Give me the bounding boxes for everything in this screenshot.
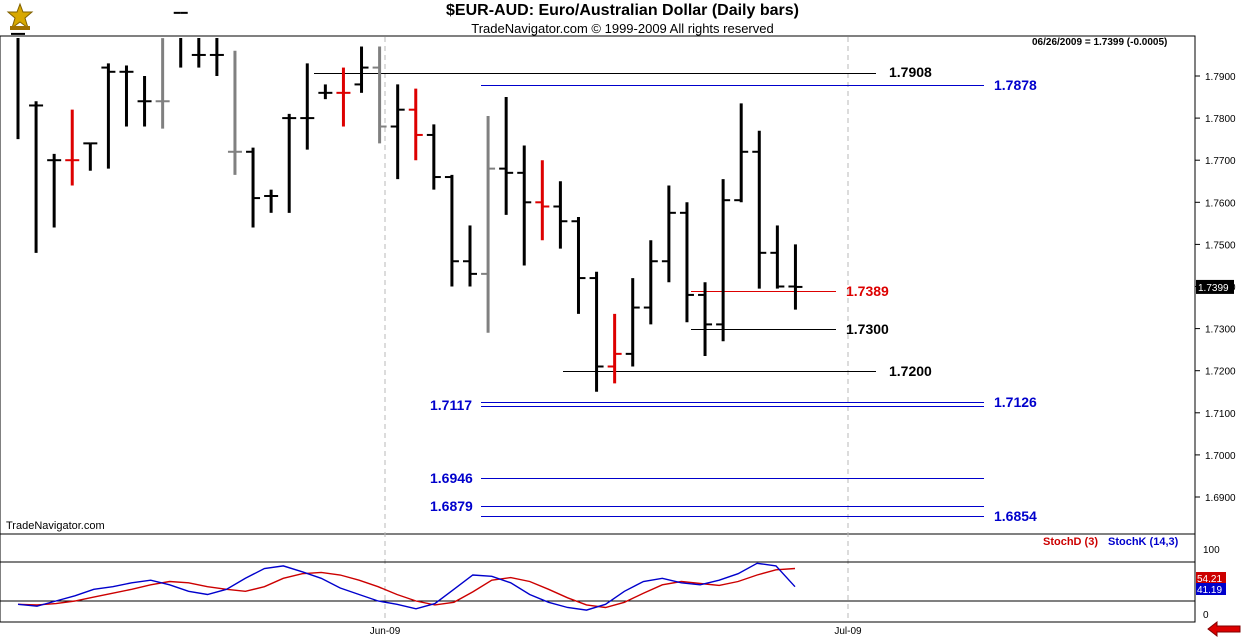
stoch-k-legend: StochK (14,3) xyxy=(1108,536,1179,548)
price-bar xyxy=(679,202,694,323)
level-label-1.6946: 1.6946 xyxy=(430,470,473,486)
price-tick-label: 1.7200 xyxy=(1205,367,1236,378)
chart-title: $EUR-AUD: Euro/Australian Dollar (Daily … xyxy=(446,2,799,19)
price-bar xyxy=(788,244,803,310)
price-bars xyxy=(11,11,803,392)
price-bar xyxy=(191,38,206,68)
level-label-1.7300: 1.7300 xyxy=(846,321,889,337)
stoch-value-label: 54.21 xyxy=(1197,574,1222,585)
price-bar xyxy=(408,88,423,161)
price-bar xyxy=(698,282,713,356)
level-label-1.7200: 1.7200 xyxy=(889,363,932,379)
vertical-gridlines xyxy=(384,37,849,621)
price-bar xyxy=(734,103,749,203)
price-tick-label: 1.7800 xyxy=(1205,114,1236,125)
price-tick-label: 1.7700 xyxy=(1205,156,1236,167)
compass-logo-icon[interactable] xyxy=(4,2,36,32)
back-arrow-icon[interactable] xyxy=(1207,621,1241,637)
price-bar xyxy=(354,46,369,93)
stoch-tick-label: 0 xyxy=(1203,610,1209,621)
price-tick-label: 1.7100 xyxy=(1205,409,1236,420)
stoch-line-d xyxy=(17,567,796,609)
price-bar xyxy=(65,109,80,186)
level-label-1.7908: 1.7908 xyxy=(889,64,932,80)
price-bar xyxy=(318,84,333,100)
brand-watermark: TradeNavigator.com xyxy=(6,520,105,532)
level-label-1.7878: 1.7878 xyxy=(994,77,1037,93)
price-tick-label: 1.7000 xyxy=(1205,451,1236,462)
price-bar xyxy=(336,67,351,127)
price-bar xyxy=(553,181,568,249)
level-label-1.7389: 1.7389 xyxy=(846,283,889,299)
price-bar xyxy=(589,271,604,392)
stoch-tick-label: 100 xyxy=(1203,545,1220,556)
price-bar xyxy=(137,76,152,127)
price-bar xyxy=(227,50,242,175)
time-axis: Jun-09 Jul-09 xyxy=(370,626,862,637)
price-bar xyxy=(155,38,170,129)
price-bar xyxy=(444,174,459,287)
stoch-value-label: 41.19 xyxy=(1197,585,1222,596)
price-bar xyxy=(300,63,315,150)
time-tick-label: Jun-09 xyxy=(370,626,401,637)
price-bar xyxy=(463,225,477,287)
price-bar xyxy=(101,63,116,169)
price-tick-label: 1.7300 xyxy=(1205,325,1236,336)
price-bar xyxy=(535,160,550,241)
price-bar xyxy=(47,153,62,228)
price-bar xyxy=(29,101,44,253)
last-quote: 06/26/2009 = 1.7399 (-0.0005) xyxy=(1032,37,1168,48)
price-bar xyxy=(661,185,676,283)
level-label-1.6879: 1.6879 xyxy=(430,498,473,514)
stoch-d-legend: StochD (3) xyxy=(1043,536,1098,548)
level-label-1.6854: 1.6854 xyxy=(994,508,1037,524)
price-bar xyxy=(770,225,785,289)
price-bar xyxy=(625,278,640,367)
price-bar xyxy=(499,97,514,215)
stoch-line-k xyxy=(17,562,796,611)
stoch-value-box xyxy=(1196,572,1226,584)
time-tick-label: Jul-09 xyxy=(834,626,862,637)
level-lines: 1.7908 1.7878 1.7389 1.7300 1.7200 1.7117 1.71… xyxy=(314,64,1037,524)
price-bar xyxy=(11,32,25,140)
price-tick-label: 1.7900 xyxy=(1205,72,1236,83)
chart-subtitle: TradeNavigator.com © 1999-2009 All right… xyxy=(471,21,774,36)
stoch-panel-border xyxy=(0,533,1196,623)
price-bar xyxy=(571,217,586,314)
price-bar xyxy=(607,313,622,384)
price-tick-label: 1.7600 xyxy=(1205,198,1236,209)
price-bar xyxy=(173,11,188,68)
price-bar xyxy=(390,84,405,180)
price-bar xyxy=(264,189,279,213)
price-bar xyxy=(246,147,261,228)
level-label-1.7117: 1.7117 xyxy=(430,397,472,413)
price-bar xyxy=(517,145,532,266)
price-bar xyxy=(83,142,98,171)
price-bar xyxy=(282,113,297,213)
stoch-value-box xyxy=(1196,583,1226,595)
price-bar xyxy=(372,46,387,144)
price-tick-label: 1.6900 xyxy=(1205,493,1236,504)
price-bar xyxy=(481,115,496,333)
last-price-box xyxy=(1196,279,1234,294)
price-tick-label: 1.7500 xyxy=(1205,240,1236,251)
last-price-label: 1.7399 xyxy=(1198,283,1229,294)
price-bar xyxy=(426,124,441,190)
price-bar xyxy=(716,179,731,342)
price-bar xyxy=(209,38,224,76)
level-label-1.7126: 1.7126 xyxy=(994,394,1037,410)
price-bar xyxy=(643,240,658,325)
price-bar xyxy=(119,65,134,127)
price-axis: 1.79001.78001.77001.76001.75001.74001.73… xyxy=(1195,72,1236,504)
price-bar xyxy=(752,130,767,289)
